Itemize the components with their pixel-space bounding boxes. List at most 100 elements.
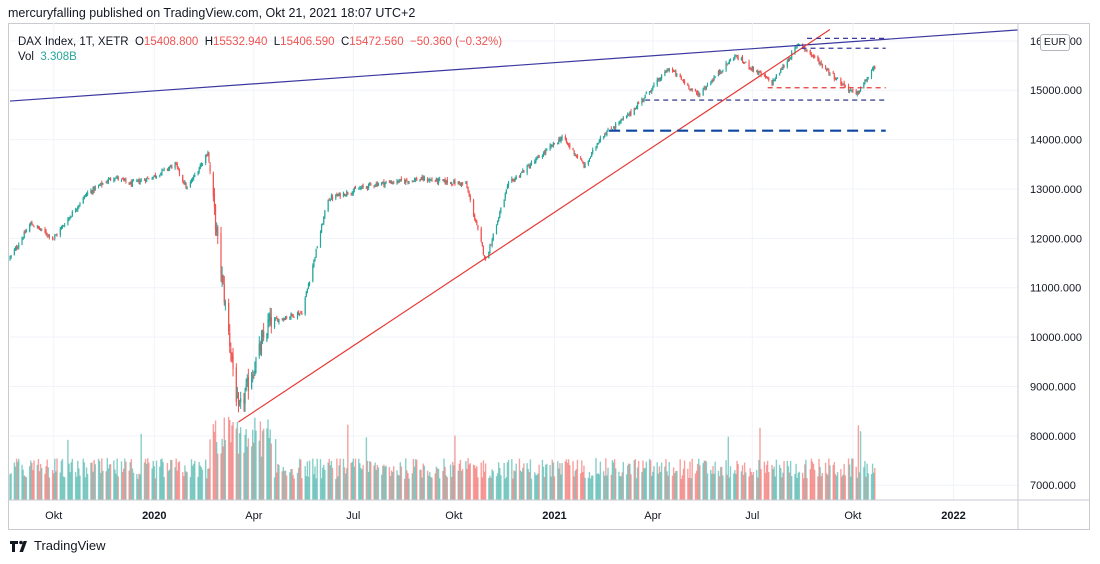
volume-bar	[535, 474, 537, 500]
trend-drawings	[9, 28, 1019, 423]
volume-histogram	[9, 416, 876, 500]
candle-body	[312, 265, 314, 282]
candle-body	[367, 183, 370, 189]
candle-body	[610, 128, 612, 130]
volume-bar	[832, 465, 834, 500]
volume-bar	[461, 469, 464, 500]
volume-bar	[297, 467, 300, 500]
candle-body	[828, 69, 830, 74]
volume-bar	[847, 458, 850, 500]
volume-bar	[420, 469, 422, 500]
candle-body	[842, 83, 844, 85]
volume-bar	[400, 466, 403, 500]
volume-bar	[315, 478, 317, 500]
candle-body	[514, 178, 516, 182]
volume-bar	[229, 419, 231, 500]
volume-bar	[500, 475, 502, 500]
candle-body	[779, 72, 781, 75]
volume-bar	[542, 466, 545, 500]
candle-body	[419, 179, 421, 182]
candle-body	[115, 177, 117, 179]
volume-bar	[865, 476, 867, 500]
volume-bar	[694, 473, 697, 500]
volume-bar	[153, 466, 156, 500]
volume-bar	[366, 460, 369, 500]
candle-body	[275, 318, 277, 320]
candle-body	[244, 391, 246, 404]
volume-bar	[712, 466, 714, 500]
volume-bar	[480, 462, 482, 500]
volume-bar	[519, 470, 522, 500]
candle-body	[673, 70, 675, 72]
volume-bar	[836, 472, 839, 500]
candle-body	[767, 76, 769, 78]
candle-body	[91, 190, 93, 193]
candle-body	[251, 379, 253, 389]
volume-bar	[515, 463, 517, 500]
candle-body	[162, 169, 164, 171]
candle-body	[642, 99, 644, 101]
volume-bar	[98, 461, 101, 500]
currency-badge[interactable]: EUR	[1040, 34, 1070, 51]
candle-body	[384, 182, 386, 186]
volume-bar	[829, 465, 831, 500]
candle-body	[787, 59, 790, 62]
candle-body	[390, 181, 393, 184]
candle-body	[229, 332, 231, 347]
volume-bar	[749, 468, 751, 500]
candle-body	[513, 179, 515, 182]
candle-body	[319, 232, 322, 247]
candle-body	[775, 74, 777, 79]
candle-body	[259, 344, 261, 352]
candle-body	[422, 176, 424, 181]
y-tick-label: 9000.000	[1030, 381, 1076, 393]
volume-bar	[787, 466, 790, 500]
candle-body	[538, 156, 540, 158]
candle-body	[254, 370, 256, 376]
volume-bar	[48, 477, 51, 500]
candle-body	[657, 78, 659, 81]
candle-body	[30, 222, 32, 226]
candle-body	[400, 178, 402, 181]
volume-bar	[373, 465, 375, 500]
candle-body	[528, 165, 530, 168]
volume-bar	[442, 471, 444, 500]
volume-bar	[312, 458, 314, 500]
candle-body	[170, 165, 172, 167]
volume-bar	[144, 458, 147, 500]
candle-body	[604, 134, 606, 137]
candle-body	[392, 182, 394, 184]
candle-body	[484, 258, 487, 260]
candle-body	[216, 227, 218, 233]
candle-body	[337, 195, 339, 196]
candle-body	[783, 65, 785, 68]
candle-body	[444, 179, 446, 184]
tradingview-logo[interactable]: TradingView	[10, 538, 106, 553]
candle-body	[703, 87, 705, 89]
candle-body	[329, 199, 331, 201]
volume-bar	[339, 458, 341, 500]
candle-body	[599, 137, 601, 142]
volume-bar	[611, 460, 614, 500]
candle-body	[856, 91, 858, 95]
volume-bar	[537, 473, 539, 500]
candle-body	[260, 338, 263, 355]
volume-bar	[351, 461, 353, 500]
candle-body	[186, 187, 188, 189]
candle-body	[733, 58, 735, 61]
volume-bar	[834, 473, 837, 500]
candle-body	[123, 178, 125, 181]
volume-bar	[207, 468, 209, 500]
volume-bar	[743, 462, 746, 500]
volume-bar	[39, 463, 42, 500]
candle-body	[221, 274, 223, 278]
volume-bar	[191, 465, 194, 500]
volume-bar	[269, 429, 271, 500]
volume-bar	[320, 478, 323, 500]
candle-body	[710, 83, 712, 85]
volume-bar	[557, 461, 559, 500]
volume-bar	[736, 460, 738, 500]
volume-bar	[253, 442, 255, 500]
candle-body	[788, 58, 791, 60]
